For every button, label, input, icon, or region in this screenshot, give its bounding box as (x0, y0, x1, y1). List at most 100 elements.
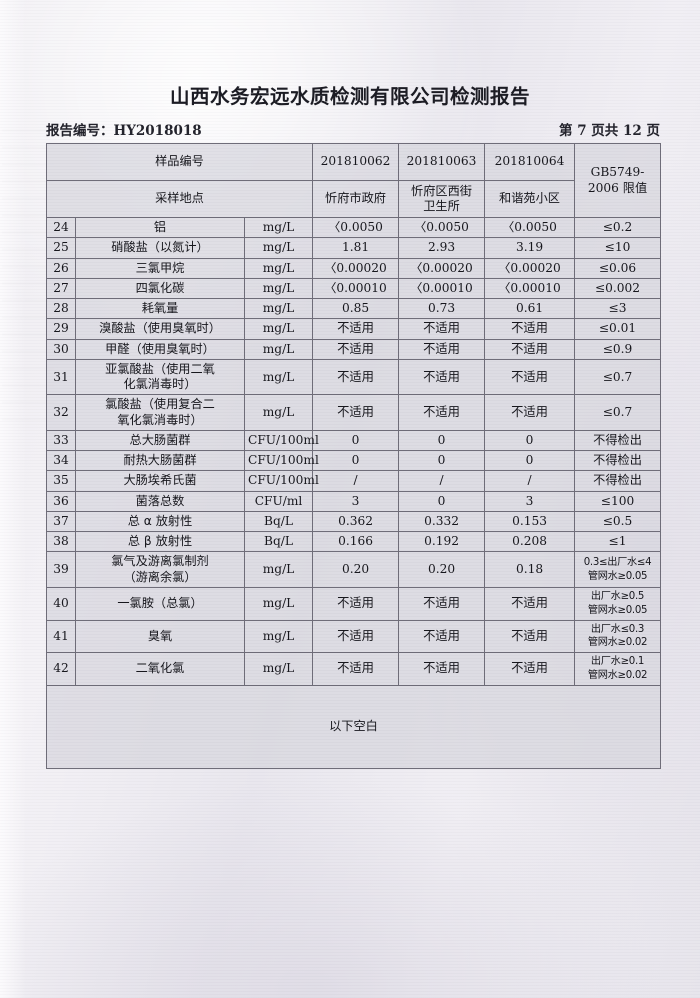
parameter-name: 总 α 放射性 (75, 510, 245, 533)
result-value-sample-1: 〈0.0050 (312, 216, 400, 239)
result-value-sample-3: 不适用 (484, 338, 576, 360)
table-row: 36 菌落总数 CFU/ml 3 0 3 ≤100 (46, 490, 662, 512)
water-quality-results-table: 样品编号 201810062 201810063 201810064 GB5749- 20… (45, 143, 662, 769)
unit-cell: mg/L (243, 237, 314, 259)
result-value-sample-1: 不适用 (312, 586, 400, 621)
unit-cell: mg/L (243, 257, 314, 279)
row-index: 30 (46, 338, 76, 360)
unit-cell: mg/L (243, 358, 314, 396)
table-row: 39 氯气及游离氯制剂 （游离余氯） mg/L 0.20 0.20 0.18 0.3≤出厂水≤… (46, 551, 662, 588)
result-value-sample-2: 不适用 (398, 586, 486, 621)
result-value-sample-1: 〈0.00010 (312, 277, 400, 300)
parameter-name: 铝 (75, 216, 245, 239)
parameter-name: 亚氯酸盐（使用二氧 化氯消毒时） (75, 358, 245, 396)
limit-value: ≤0.06 (574, 257, 662, 279)
table-row: 24 铝 mg/L 〈0.0050 〈0.0050 〈0.0050 ≤0.2 (46, 216, 662, 239)
row-index: 34 (46, 450, 76, 472)
text-line: 管网水≥0.05 (587, 604, 648, 616)
result-value-sample-3: 不适用 (484, 652, 576, 686)
row-index: 32 (46, 394, 76, 431)
text-line: 管网水≥0.02 (587, 669, 648, 681)
sampling-site-1: 忻府市政府 (312, 180, 400, 218)
table-row: 26 三氯甲烷 mg/L 〈0.00020 〈0.00020 〈0.00020 ≤0.06 (46, 257, 662, 279)
table-row: 38 总 β 放射性 Bq/L 0.166 0.192 0.208 ≤1 (46, 531, 662, 553)
limit-value: ≤0.9 (574, 338, 662, 360)
text-line: GB5749- (590, 165, 645, 180)
unit-cell: mg/L (243, 394, 314, 431)
result-value-sample-1: 不适用 (312, 619, 400, 654)
text-line: 0.3≤出厂水≤4 (583, 556, 652, 568)
sample-number-2: 201810063 (398, 143, 486, 181)
table-row: 37 总 α 放射性 Bq/L 0.362 0.332 0.153 ≤0.5 (46, 510, 662, 533)
table-row: 35 大肠埃希氏菌 CFU/100ml / / / 不得检出 (46, 470, 662, 492)
result-value-sample-2: 0 (398, 490, 486, 512)
result-value-sample-3: 3.19 (484, 237, 576, 259)
text-line: 亚氯酸盐（使用二氧 (105, 361, 215, 376)
result-value-sample-3: 〈0.00010 (484, 277, 576, 300)
blank-note-row: 以下空白 (45, 684, 662, 769)
row-index: 25 (46, 237, 76, 259)
parameter-name: 四氯化碳 (75, 277, 245, 300)
result-value-sample-3: 0 (484, 429, 576, 452)
limit-value: 不得检出 (574, 470, 662, 492)
result-value-sample-1: 不适用 (312, 652, 400, 686)
result-value-sample-2: 不适用 (398, 318, 486, 340)
result-value-sample-1: 0.166 (312, 531, 400, 553)
limit-value: ≤1 (574, 531, 662, 553)
table-row: 31 亚氯酸盐（使用二氧 化氯消毒时） mg/L 不适用 不适用 不适用 ≤0.7 (46, 358, 662, 396)
table-row: 25 硝酸盐（以氮计） mg/L 1.81 2.93 3.19 ≤10 (46, 237, 662, 259)
result-value-sample-2: 0 (398, 450, 486, 472)
table-row: 34 耐热大肠菌群 CFU/100ml 0 0 0 不得检出 (46, 450, 662, 472)
unit-cell: mg/L (243, 586, 314, 621)
blank-below-note: 以下空白 (45, 684, 662, 769)
report-subheader: 报告编号：HY2018018 第 7 页共 12 页 (46, 119, 660, 139)
limit-value: ≤3 (574, 297, 662, 320)
result-value-sample-2: 0.73 (398, 297, 486, 320)
unit-cell: mg/L (243, 318, 314, 340)
row-index: 42 (46, 652, 76, 686)
result-value-sample-3: 不适用 (484, 586, 576, 621)
result-value-sample-2: 0.20 (398, 551, 486, 588)
parameter-name: 氯酸盐（使用复合二 氧化氯消毒时） (75, 394, 245, 431)
table-row: 32 氯酸盐（使用复合二 氧化氯消毒时） mg/L 不适用 不适用 不适用 ≤0.7 (46, 394, 662, 431)
text-line: 出厂水≤0.3 (590, 623, 645, 635)
result-value-sample-2: 0.192 (398, 531, 486, 553)
row-index: 38 (46, 531, 76, 553)
result-value-sample-3: 0.153 (484, 510, 576, 533)
result-value-sample-3: 0.61 (484, 297, 576, 320)
row-index: 39 (46, 551, 76, 588)
limit-value: 0.3≤出厂水≤4 管网水≥0.05 (574, 551, 662, 588)
row-index: 28 (46, 297, 76, 320)
unit-cell: Bq/L (243, 531, 314, 553)
limit-value: 不得检出 (574, 429, 662, 452)
result-value-sample-3: 0.208 (484, 531, 576, 553)
result-value-sample-1: 3 (312, 490, 400, 512)
limit-value: 出厂水≤0.3 管网水≥0.02 (574, 619, 662, 654)
text-line: （游离余氯） (123, 569, 197, 584)
limit-value: ≤0.2 (574, 216, 662, 239)
text-line: 管网水≥0.02 (587, 637, 648, 649)
row-index: 29 (46, 318, 76, 340)
result-value-sample-3: 不适用 (484, 358, 576, 396)
result-value-sample-2: 不适用 (398, 394, 486, 431)
text-line: 氯气及游离氯制剂 (111, 554, 209, 569)
result-value-sample-3: 不适用 (484, 318, 576, 340)
text-line: 2006 限值 (587, 180, 648, 195)
result-value-sample-1: / (312, 470, 400, 492)
limit-value: ≤100 (574, 490, 662, 512)
text-line: 卫生所 (423, 199, 460, 213)
row-index: 24 (46, 216, 76, 239)
result-value-sample-2: 不适用 (398, 619, 486, 654)
row-index: 33 (46, 429, 76, 452)
table-row: 40 一氯胺（总氯） mg/L 不适用 不适用 不适用 出厂水≥0.5 管网水≥0.05 (46, 586, 662, 621)
parameter-name: 耐热大肠菌群 (75, 450, 245, 472)
row-index: 36 (46, 490, 76, 512)
unit-cell: mg/L (243, 277, 314, 300)
report-number: 报告编号：HY2018018 (46, 123, 202, 139)
result-value-sample-3: 0 (484, 450, 576, 472)
row-index: 37 (46, 510, 76, 533)
unit-cell: mg/L (243, 652, 314, 686)
text-line: 出厂水≥0.1 (590, 656, 645, 668)
parameter-name: 氯气及游离氯制剂 （游离余氯） (75, 551, 245, 588)
limit-value: ≤0.5 (574, 510, 662, 533)
